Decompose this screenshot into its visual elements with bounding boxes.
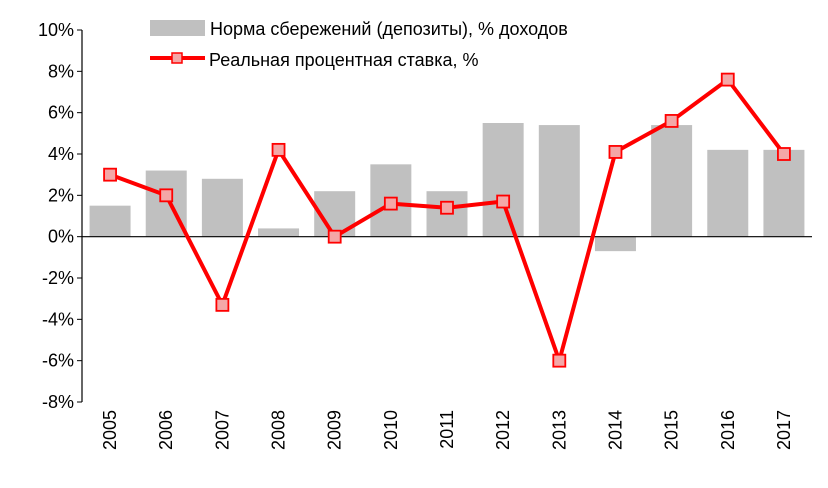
line-marker-2006 (159, 188, 174, 203)
x-tick-label: 2009 (325, 410, 345, 450)
bar-2008 (258, 228, 300, 237)
x-tick-label: 2014 (605, 410, 625, 450)
x-tick-label: 2013 (549, 410, 569, 450)
y-tick-label: -8% (42, 392, 74, 412)
bar-2013 (538, 125, 580, 237)
legend-bar-label: Норма сбережений (депозиты), % доходов (210, 19, 568, 39)
line-marker-2010 (383, 196, 398, 211)
x-tick-label: 2006 (156, 410, 176, 450)
y-axis-ticks: 10% 8% 6% 4% 2% 0% -2% -4% -6% -8% (38, 20, 82, 412)
y-tick-label: -2% (42, 268, 74, 288)
y-tick-label: 0% (48, 227, 74, 247)
line-marker-2008 (271, 142, 286, 157)
line-marker-2007 (215, 297, 230, 312)
y-tick-label: 8% (48, 61, 74, 81)
x-tick-label: 2005 (100, 410, 120, 450)
line-marker-2013 (552, 353, 567, 368)
line-marker-2005 (103, 167, 117, 182)
x-axis-labels: 2005 2006 2007 2008 2009 2010 2011 2012 2013 2014… (100, 410, 794, 450)
line-marker-2009 (327, 229, 342, 244)
bar-2015 (651, 125, 693, 237)
legend-line-marker (171, 52, 183, 64)
y-tick-label: -6% (42, 351, 74, 371)
y-tick-label: 6% (48, 103, 74, 123)
line-series (103, 72, 791, 368)
legend-line-label: Реальная процентная ставка, % (209, 50, 479, 70)
bar-2005 (89, 205, 131, 237)
x-tick-label: 2017 (774, 410, 794, 450)
x-tick-label: 2008 (269, 410, 289, 450)
y-tick-label: 2% (48, 185, 74, 205)
x-tick-label: 2010 (381, 410, 401, 450)
x-tick-label: 2015 (662, 410, 682, 450)
bar-2007 (201, 178, 243, 237)
y-tick-label: 10% (38, 20, 74, 40)
line-marker-2015 (664, 114, 679, 128)
x-tick-label: 2011 (437, 410, 457, 449)
y-tick-label: 4% (48, 144, 74, 164)
bar-2012 (482, 123, 524, 237)
bar-2017 (763, 149, 805, 237)
legend-bar-swatch (150, 20, 205, 36)
line-marker-2012 (496, 194, 511, 209)
y-tick-label: -4% (42, 309, 74, 329)
x-tick-label: 2007 (212, 410, 232, 450)
line-marker-2016 (720, 72, 735, 87)
legend: Норма сбережений (депозиты), % доходов Р… (150, 19, 568, 70)
line-marker-2017 (777, 147, 791, 161)
line-marker-2011 (440, 200, 454, 215)
x-tick-label: 2016 (718, 410, 738, 450)
x-tick-label: 2012 (493, 410, 513, 450)
bar-2016 (707, 149, 749, 237)
line-marker-2014 (608, 145, 623, 159)
bar-series (89, 123, 805, 252)
bar-2014 (594, 236, 636, 252)
